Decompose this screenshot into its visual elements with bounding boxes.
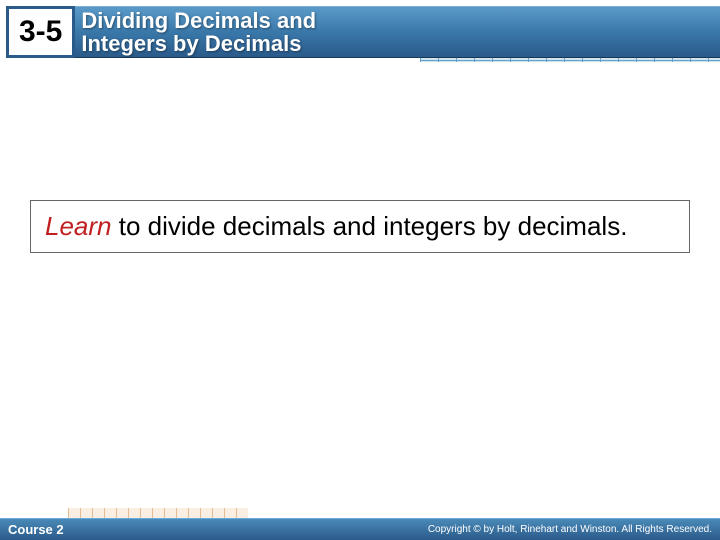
header-bar: 3-5 Dividing Decimals and Integers by De… [0, 4, 720, 60]
learn-objective-box: Learn to divide decimals and integers by… [30, 200, 690, 253]
copyright-text: Copyright © by Holt, Rinehart and Winsto… [428, 524, 712, 535]
section-number-badge: 3-5 [6, 6, 75, 58]
course-label: Course 2 [8, 522, 64, 537]
slide-footer: Course 2 Copyright © by Holt, Rinehart a… [0, 518, 720, 540]
title-line-2: Integers by Decimals [81, 31, 301, 56]
slide-title: Dividing Decimals and Integers by Decima… [81, 9, 316, 55]
learn-label: Learn [45, 211, 112, 241]
title-bar: Dividing Decimals and Integers by Decima… [73, 6, 720, 58]
title-line-1: Dividing Decimals and [81, 8, 316, 33]
slide-header: 3-5 Dividing Decimals and Integers by De… [0, 0, 720, 68]
footer-grid-decoration [68, 508, 248, 518]
section-number: 3-5 [19, 15, 62, 49]
learn-body-text: to divide decimals and integers by decim… [112, 211, 628, 241]
